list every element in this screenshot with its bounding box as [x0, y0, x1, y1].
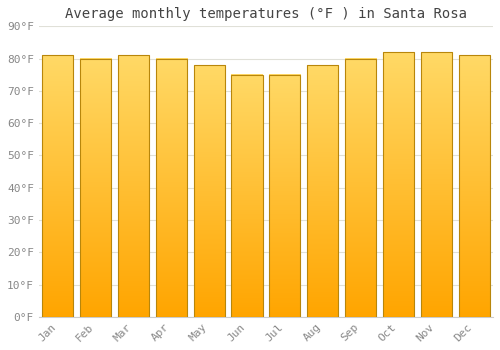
Bar: [232, 75, 262, 317]
Bar: [383, 52, 414, 317]
Bar: [345, 58, 376, 317]
Bar: [118, 55, 149, 317]
Bar: [458, 55, 490, 317]
Title: Average monthly temperatures (°F ) in Santa Rosa: Average monthly temperatures (°F ) in Sa…: [65, 7, 467, 21]
Bar: [421, 52, 452, 317]
Bar: [270, 75, 300, 317]
Bar: [42, 55, 74, 317]
Bar: [307, 65, 338, 317]
Bar: [80, 58, 111, 317]
Bar: [194, 65, 224, 317]
Bar: [156, 58, 187, 317]
